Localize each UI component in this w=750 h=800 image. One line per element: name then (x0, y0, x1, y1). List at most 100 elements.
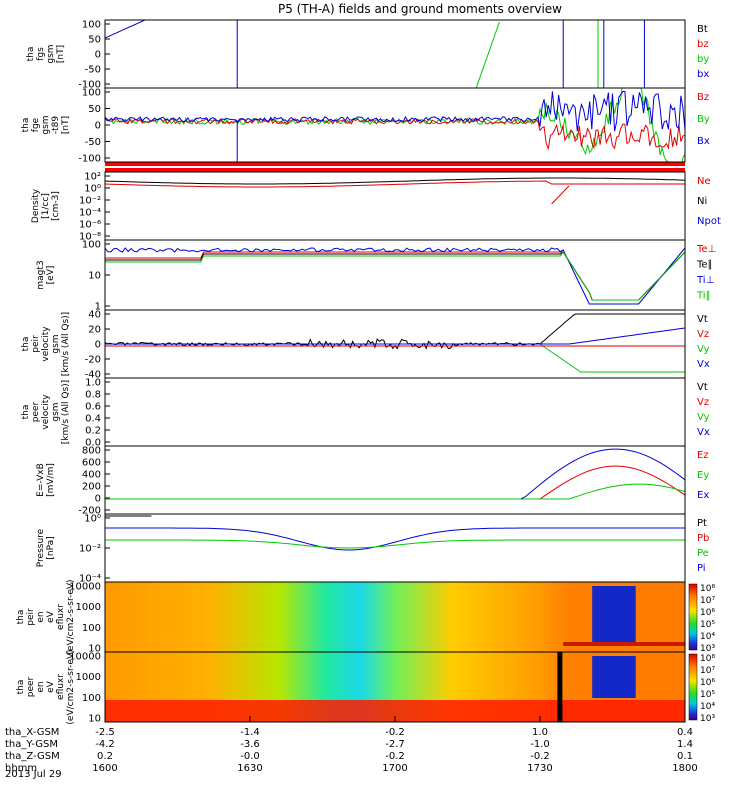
y-tick-label: 100 (82, 88, 101, 99)
legend-entry: Bt (697, 24, 708, 35)
colorbar-tick-label: 10⁶ (700, 608, 715, 618)
x-row-label: hhmm (5, 763, 37, 774)
x-tick-label: 0.4 (677, 727, 693, 738)
legend-entry: Vz (697, 397, 709, 408)
y-tick-label: 0.8 (85, 390, 101, 401)
series-ey (105, 483, 685, 500)
y-tick-label: 10 (88, 644, 101, 655)
series-ne (105, 180, 685, 188)
x-tick-label: -1.4 (240, 727, 260, 738)
colorbar-tick-label: 10³ (700, 714, 715, 724)
y-axis-label: gsm (51, 334, 61, 353)
y-axis-label: [km/s (All Qs)] (61, 312, 71, 376)
series-ne-jump (551, 185, 570, 205)
series-vy (105, 343, 685, 373)
y-tick-label: 800 (82, 446, 101, 457)
y-tick-label: 0.4 (85, 414, 101, 425)
colorbar-tick-label: 10⁵ (700, 690, 715, 700)
colorbar-tick-label: 10⁸ (700, 584, 715, 594)
legend-entry: bz (697, 39, 709, 50)
x-tick-label: 1730 (527, 763, 552, 774)
y-tick-label: 10⁻⁴ (79, 208, 101, 219)
x-tick-label: -2.5 (95, 727, 115, 738)
colorbar (688, 583, 698, 651)
y-tick-label: 10⁰ (84, 514, 101, 525)
x-row-label: tha_Z-GSM (5, 751, 60, 762)
x-tick-label: 0.1 (677, 751, 693, 762)
y-tick-label: 10 (88, 714, 101, 725)
x-row-label: tha_Y-GSM (5, 739, 58, 750)
y-tick-label: 0.2 (85, 426, 101, 437)
y-axis-label: [nT] (56, 45, 66, 63)
legend-entry: Ti⊥ (696, 275, 714, 286)
y-tick-label: 100 (82, 240, 101, 251)
y-axis-label: E=-VxB (36, 463, 46, 497)
y-axis-label: tha (21, 118, 31, 133)
y-tick-label: -100 (78, 80, 101, 91)
y-axis-label: velocity (41, 326, 51, 362)
series-bx (105, 90, 685, 132)
y-axis-label: tha (26, 47, 36, 62)
y-tick-label: -40 (85, 370, 101, 381)
y-tick-label: -20 (85, 355, 101, 366)
x-tick-label: -0.2 (530, 751, 550, 762)
y-tick-label: 50 (88, 104, 101, 115)
panel-frame (104, 87, 686, 163)
y-tick-label: 10² (84, 172, 101, 183)
separator-bar-red (105, 168, 685, 172)
y-axis-label: Pressure (36, 528, 46, 567)
spectrogram-gap (592, 586, 636, 644)
legend-entry: Ez (697, 450, 709, 461)
y-axis-label: [cm-3] (51, 191, 61, 221)
y-tick-label: 0 (95, 494, 101, 505)
panel-frame (104, 445, 686, 515)
date-label: 2013 Jul 29 (5, 769, 62, 780)
y-tick-label: -200 (78, 506, 101, 517)
colorbar (688, 653, 698, 721)
spectrogram-gap (592, 656, 636, 698)
series-ni (105, 177, 685, 185)
y-axis-label: peir (26, 608, 36, 626)
legend-entry: by (697, 54, 709, 65)
y-axis-label: tha (21, 337, 31, 352)
panel-2: 100 50 0 -50 -100 tha fge gsm -t89 [nT] Bz By Bx (21, 87, 710, 172)
y-tick-label: -50 (85, 137, 101, 148)
y-tick-label: 0 (95, 50, 101, 61)
y-tick-label: 10⁻⁶ (79, 220, 101, 231)
colorbar-tick-label: 10⁸ (700, 654, 715, 664)
panel-6: 1.00.80.60.40.20.0 tha peer velocity gsm [km/… (21, 377, 710, 449)
y-tick-label: 0 (95, 121, 101, 132)
panel-10: 10000 1000 100 10 tha peer en eV efluxr (eV/cm2-s… (16, 649, 715, 724)
y-tick-label: 1000 (76, 672, 101, 683)
x-tick-label: -1.0 (530, 739, 550, 750)
series-ti-perp (105, 247, 685, 305)
x-tick-label: 1800 (672, 763, 697, 774)
y-tick-label: 10⁻² (79, 196, 101, 207)
y-axis-label: velocity (41, 394, 51, 430)
panel-frame (104, 171, 686, 241)
y-axis-label: magt3 (36, 260, 46, 289)
x-tick-label: 1600 (92, 763, 117, 774)
x-tick-label: -0.0 (240, 751, 260, 762)
legend-entry: Ne (697, 176, 711, 187)
y-axis-label: fge (31, 117, 41, 132)
colorbar-tick-label: 10⁴ (700, 702, 715, 712)
y-tick-label: 0.6 (85, 402, 101, 413)
panel-frame (104, 377, 686, 447)
legend-entry: Vy (697, 344, 710, 355)
y-axis-label: (eV/cm2-s-sr-eV) (66, 649, 76, 724)
y-axis-label: eV (46, 610, 56, 623)
y-axis-label: tha (21, 405, 31, 420)
series-by (475, 21, 500, 88)
x-row-label: tha_X-GSM (5, 727, 59, 738)
legend-entry: Ey (697, 470, 709, 481)
x-tick-label: 0.2 (97, 751, 113, 762)
y-axis-label: [km/s (All Qs)] (61, 380, 71, 444)
legend-entry: Vx (697, 359, 710, 370)
y-axis-label: fgs (36, 47, 46, 61)
y-tick-label: 1.0 (85, 378, 101, 389)
legend-entry: Pi (697, 563, 706, 574)
y-axis-label: eV (46, 680, 56, 693)
colorbar-tick-label: 10⁵ (700, 620, 715, 630)
